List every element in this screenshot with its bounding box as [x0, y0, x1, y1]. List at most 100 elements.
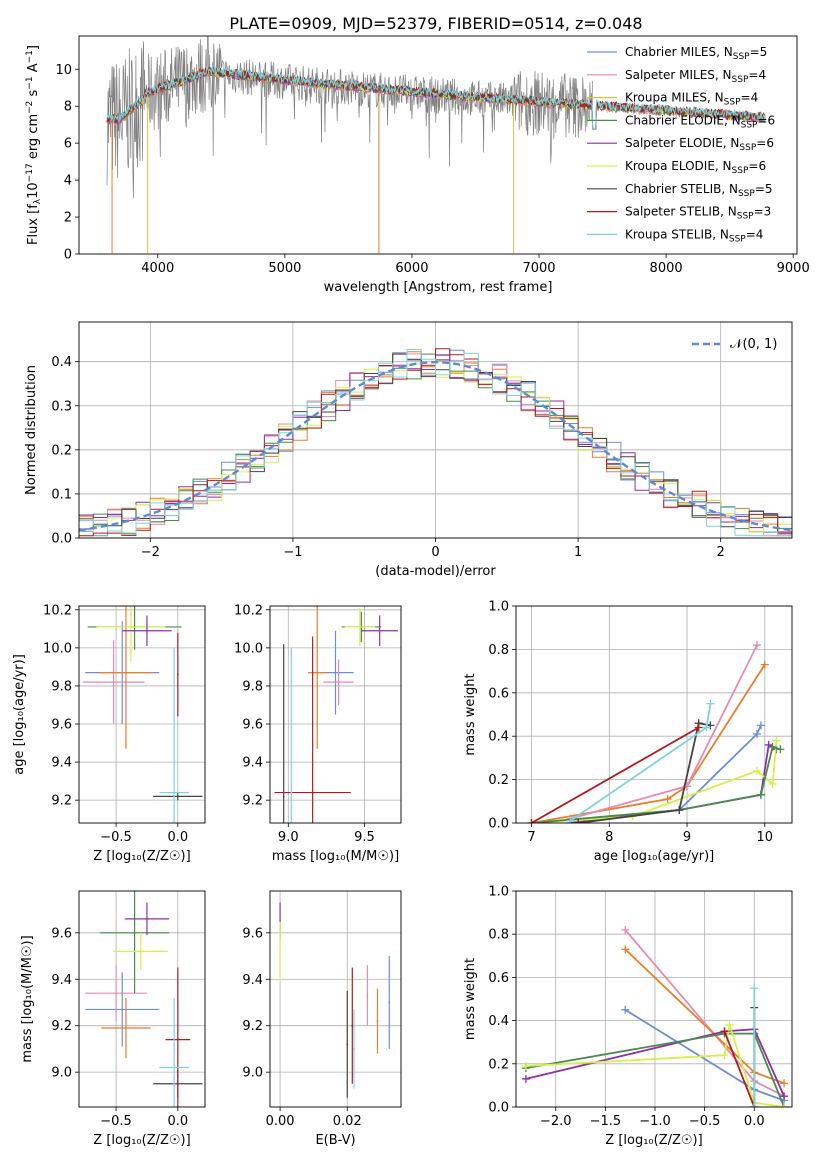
legend-label: Salpeter ELODIE, NSSP=6 [625, 136, 774, 153]
axes-frame [78, 890, 206, 1108]
y-tick-label: 9.4 [51, 973, 72, 988]
y-tick-label: 9.6 [51, 926, 72, 941]
x-axis-label: mass [log₁₀(M/M☉)] [272, 849, 399, 864]
plus-marker [574, 819, 583, 823]
spectrum-model-line [106, 66, 766, 130]
axes-frame [269, 605, 402, 824]
data-point [176, 1038, 179, 1041]
y-tick-label: 0.1 [51, 487, 72, 502]
plot-area [279, 902, 391, 1098]
x-tick-label: −0.5 [100, 830, 132, 845]
y-axis-label: mass weight [463, 958, 478, 1040]
data-point [173, 791, 176, 794]
plus-marker [756, 790, 765, 799]
x-tick-label: −2.0 [540, 1114, 572, 1129]
y-tick-label: 9.2 [242, 1019, 263, 1034]
residual-histogram [79, 349, 792, 537]
plus-marker [753, 766, 762, 775]
x-tick-label: 9.0 [278, 830, 299, 845]
y-tick-label: 9.4 [242, 756, 263, 771]
x-tick-label: 9.5 [354, 830, 375, 845]
x-tick-label: 0 [431, 545, 439, 560]
plot-area [521, 925, 789, 1107]
plus-marker [566, 816, 575, 823]
plus-marker [780, 1103, 789, 1107]
data-point [121, 1008, 124, 1011]
y-axis-label: mass weight [463, 673, 478, 755]
data-point [146, 917, 148, 920]
y-tick-label: 0.4 [51, 355, 72, 370]
panel-age_vs_mass: 9.0 9.5 9.2 9.4 9.6 9.8 10.0 10.2 mass [log₁₀(M/… [234, 603, 402, 864]
axes-frame [78, 605, 206, 824]
y-tick-label: 6 [64, 137, 72, 152]
plus-marker [720, 1027, 729, 1036]
y-tick-label: 10.0 [234, 641, 263, 656]
data-point [176, 795, 179, 798]
figure-title: PLATE=0909, MJD=52379, FIBERID=0514, z=0… [229, 14, 642, 33]
panel-mass_vs_Z: −0.5 0.0 9.0 9.2 9.4 9.6 Z [log₁₀(Z/Z☉)] mass [… [20, 890, 206, 1148]
data-point [125, 1027, 127, 1029]
axes-frame [515, 605, 793, 824]
legend-label: Chabrier ELODIE, NSSP=6 [625, 113, 775, 130]
y-tick-label: 9.6 [51, 718, 72, 733]
spectrum-data-line [106, 36, 593, 199]
x-axis-label: age [log₁₀(age/yr)] [594, 849, 715, 864]
legend-label: Chabrier STELIB, NSSP=5 [625, 182, 773, 199]
x-tick-label: 10 [757, 830, 774, 845]
x-tick-label: −0.5 [689, 1114, 721, 1129]
data-point [282, 795, 285, 798]
x-axis-label: Z [log₁₀(Z/Z☉)] [93, 1133, 190, 1148]
x-tick-label: 0.0 [167, 1114, 188, 1129]
mass-weight-line [723, 1031, 756, 1107]
plus-marker [675, 805, 684, 814]
mass-weight-line [525, 1028, 785, 1097]
plus-marker [621, 925, 630, 934]
plus-marker [780, 1092, 789, 1101]
panel-mw_vs_Z: −2.0 −1.5 −1.0 −0.5 0.0 0.0 0.2 0.4 0.6 0.8 1.0 Z [… [463, 885, 793, 1148]
x-tick-label: 0.0 [744, 1114, 765, 1129]
y-tick-label: 9.8 [242, 679, 263, 694]
x-tick-label: 0.00 [266, 1114, 295, 1129]
data-point [334, 671, 337, 674]
data-point [353, 1048, 355, 1050]
data-point [316, 671, 319, 674]
y-tick-label: 0.8 [488, 928, 509, 943]
x-tick-label: 4000 [141, 261, 174, 276]
legend-label: Kroupa ELODIE, NSSP=6 [625, 159, 766, 176]
mass-weight-line [570, 644, 758, 820]
y-tick-label: 0 [64, 248, 72, 263]
plot-area [85, 891, 203, 1107]
y-tick-label: 1.0 [488, 885, 509, 900]
plus-marker [772, 736, 781, 745]
data-point [351, 1024, 354, 1027]
data-point [115, 992, 117, 995]
mass-weight-line [531, 745, 781, 823]
data-point [358, 626, 361, 628]
panel-mw_vs_age: 7 8 9 10 0.0 0.2 0.4 0.6 0.8 1.0 age [log₁₀(age/yr… [463, 600, 793, 864]
mass-weight-line [525, 1032, 785, 1107]
y-tick-label: 0.4 [488, 1014, 509, 1029]
data-point [176, 673, 179, 676]
data-point [376, 1020, 379, 1022]
x-tick-label: 8 [605, 830, 613, 845]
y-tick-label: 0.0 [51, 532, 72, 547]
data-point [388, 1001, 391, 1004]
x-tick-label: 2 [717, 545, 725, 560]
data-point [129, 626, 132, 628]
y-tick-label: 9.6 [242, 718, 263, 733]
axes-frame [269, 890, 402, 1108]
legend-label: Kroupa MILES, NSSP=4 [625, 91, 758, 108]
y-tick-label: 0.8 [488, 643, 509, 658]
data-point [378, 629, 381, 632]
y-axis-label: Flux [fλ10−17 erg cm−2 s−1 A−1] [25, 45, 43, 245]
data-point [366, 994, 369, 997]
plot-area [274, 606, 398, 823]
y-tick-label: 10.2 [234, 603, 263, 618]
panel-residuals: −2 −1 0 1 2 0.0 0.1 0.2 0.3 0.4 (data-model)/error… [24, 321, 793, 579]
plus-marker [760, 660, 769, 669]
panel-mass_vs_ebv: 0.00 0.02 9.0 9.2 9.4 9.6 E(B-V) [242, 890, 402, 1148]
x-tick-label: 7000 [522, 261, 555, 276]
data-point [173, 1066, 176, 1069]
y-axis-label: age [log₁₀(age/yr)] [12, 654, 27, 775]
mass-weight-line [531, 726, 700, 823]
